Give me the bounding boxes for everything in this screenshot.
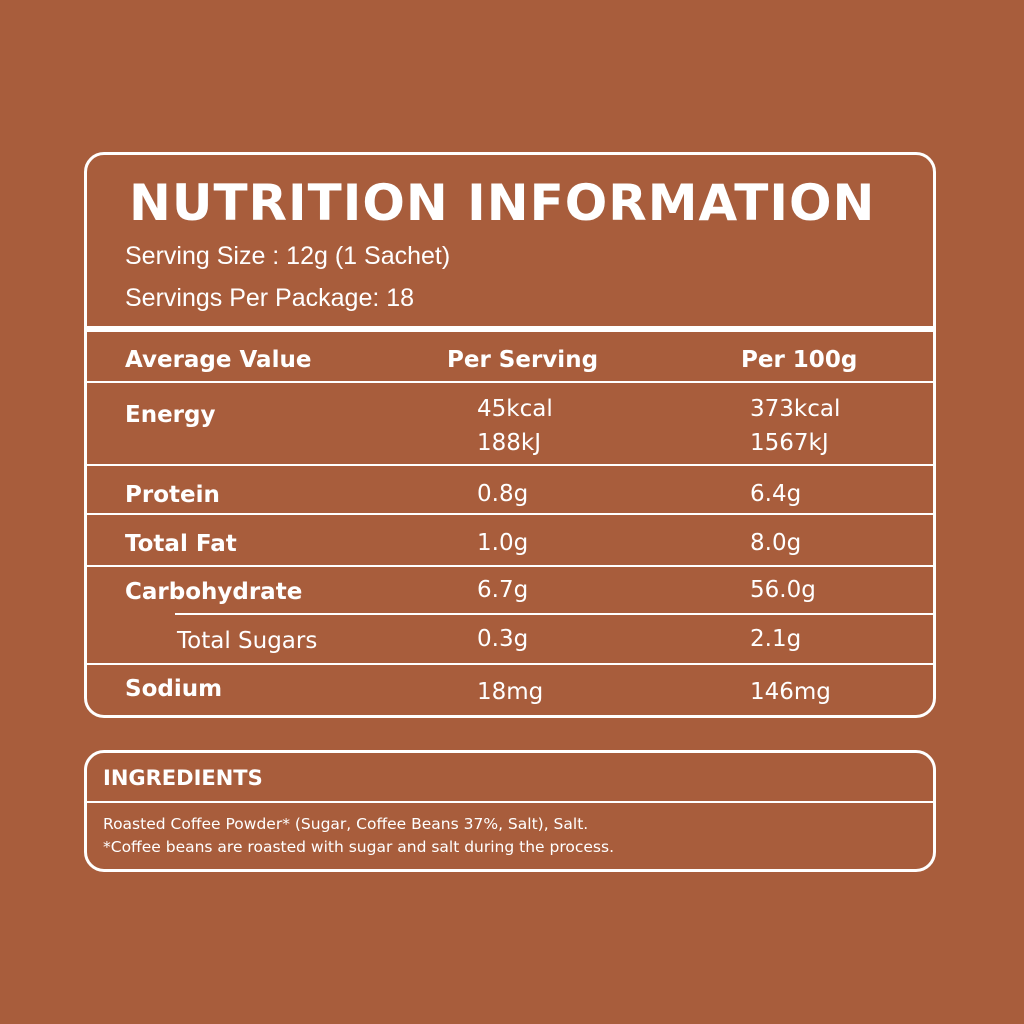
energy-per-100g-kcal: 373kcal [750, 396, 841, 422]
header-divider [87, 326, 933, 332]
table-divider [87, 565, 933, 567]
column-header-average-value: Average Value [125, 347, 312, 373]
row-label-total-fat: Total Fat [125, 531, 237, 557]
total-sugars-per-100g: 2.1g [750, 626, 802, 652]
protein-per-100g: 6.4g [750, 481, 802, 507]
energy-per-serving-kcal: 45kcal [477, 396, 553, 422]
protein-per-serving: 0.8g [477, 481, 529, 507]
carbohydrate-per-100g: 56.0g [750, 577, 816, 603]
row-label-total-sugars: Total Sugars [177, 628, 318, 654]
ingredients-list: Roasted Coffee Powder* (Sugar, Coffee Be… [103, 815, 589, 833]
ingredients-title: INGREDIENTS [103, 766, 263, 790]
ingredients-footnote: *Coffee beans are roasted with sugar and… [103, 838, 615, 856]
table-divider [87, 381, 933, 383]
row-label-protein: Protein [125, 482, 220, 508]
sodium-per-serving: 18mg [477, 679, 544, 705]
table-divider [87, 464, 933, 466]
carbohydrate-per-serving: 6.7g [477, 577, 529, 603]
total-fat-per-100g: 8.0g [750, 530, 802, 556]
serving-size: Serving Size : 12g (1 Sachet) [125, 242, 451, 270]
nutrition-panel: NUTRITION INFORMATION Serving Size : 12g… [84, 152, 936, 718]
energy-per-serving-kj: 188kJ [477, 430, 542, 456]
sub-row-divider [175, 613, 933, 615]
nutrition-title: NUTRITION INFORMATION [129, 174, 876, 232]
column-header-per-100g: Per 100g [741, 347, 858, 373]
column-header-per-serving: Per Serving [447, 347, 599, 373]
energy-per-100g-kj: 1567kJ [750, 430, 829, 456]
total-fat-per-serving: 1.0g [477, 530, 529, 556]
row-label-carbohydrate: Carbohydrate [125, 579, 303, 605]
row-label-energy: Energy [125, 402, 216, 428]
table-divider [87, 513, 933, 515]
total-sugars-per-serving: 0.3g [477, 626, 529, 652]
ingredients-divider [87, 801, 933, 803]
row-label-sodium: Sodium [125, 676, 223, 702]
ingredients-panel: INGREDIENTS Roasted Coffee Powder* (Suga… [84, 750, 936, 872]
servings-per-package: Servings Per Package: 18 [125, 284, 415, 312]
sodium-per-100g: 146mg [750, 679, 831, 705]
table-divider [87, 663, 933, 665]
